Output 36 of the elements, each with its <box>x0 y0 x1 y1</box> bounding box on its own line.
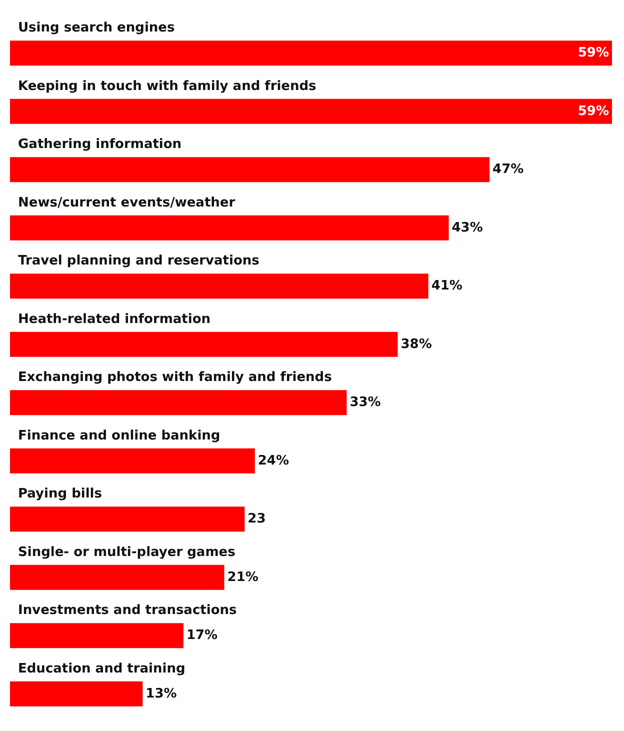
y-tick-label: Paying bills <box>18 486 102 502</box>
y-tick-label: Travel planning and reservations <box>18 254 260 269</box>
bar <box>10 448 255 474</box>
data-label: 33% <box>350 395 381 410</box>
data-label: 59% <box>578 104 609 119</box>
data-label: 41% <box>431 278 462 294</box>
bar <box>10 40 612 66</box>
bar <box>10 274 428 299</box>
y-tick-label: Single- or multi-player games <box>18 544 236 560</box>
y-tick-label: Heath-related information <box>18 312 211 327</box>
data-label: 38% <box>400 336 432 352</box>
data-label: 47% <box>492 162 524 178</box>
data-label: 17% <box>186 628 218 644</box>
data-label: 24% <box>258 453 290 468</box>
bar <box>10 157 490 182</box>
y-tick-label: Finance and online banking <box>18 428 220 444</box>
bar <box>10 681 143 706</box>
y-tick-label: News/current events/weather <box>18 195 236 210</box>
y-tick-label: Investments and transactions <box>18 603 238 618</box>
data-label: 23 <box>248 512 266 527</box>
bar <box>10 332 398 357</box>
y-tick-label: Exchanging photos with family and friends <box>18 370 332 386</box>
bar <box>10 98 612 124</box>
y-tick-label: Education and training <box>18 661 186 676</box>
y-tick-label: Gathering information <box>18 137 182 152</box>
bar <box>10 623 184 648</box>
bar <box>10 390 347 416</box>
y-tick-label: Keeping in touch with family and friends <box>18 78 317 94</box>
data-label: 21% <box>227 570 258 585</box>
bar <box>10 215 449 240</box>
bar <box>10 564 224 590</box>
data-label: 43% <box>452 220 483 236</box>
y-tick-label: Using search engines <box>18 20 175 36</box>
data-label: 13% <box>146 686 177 702</box>
data-label: 59% <box>578 46 609 61</box>
bar <box>10 506 245 532</box>
